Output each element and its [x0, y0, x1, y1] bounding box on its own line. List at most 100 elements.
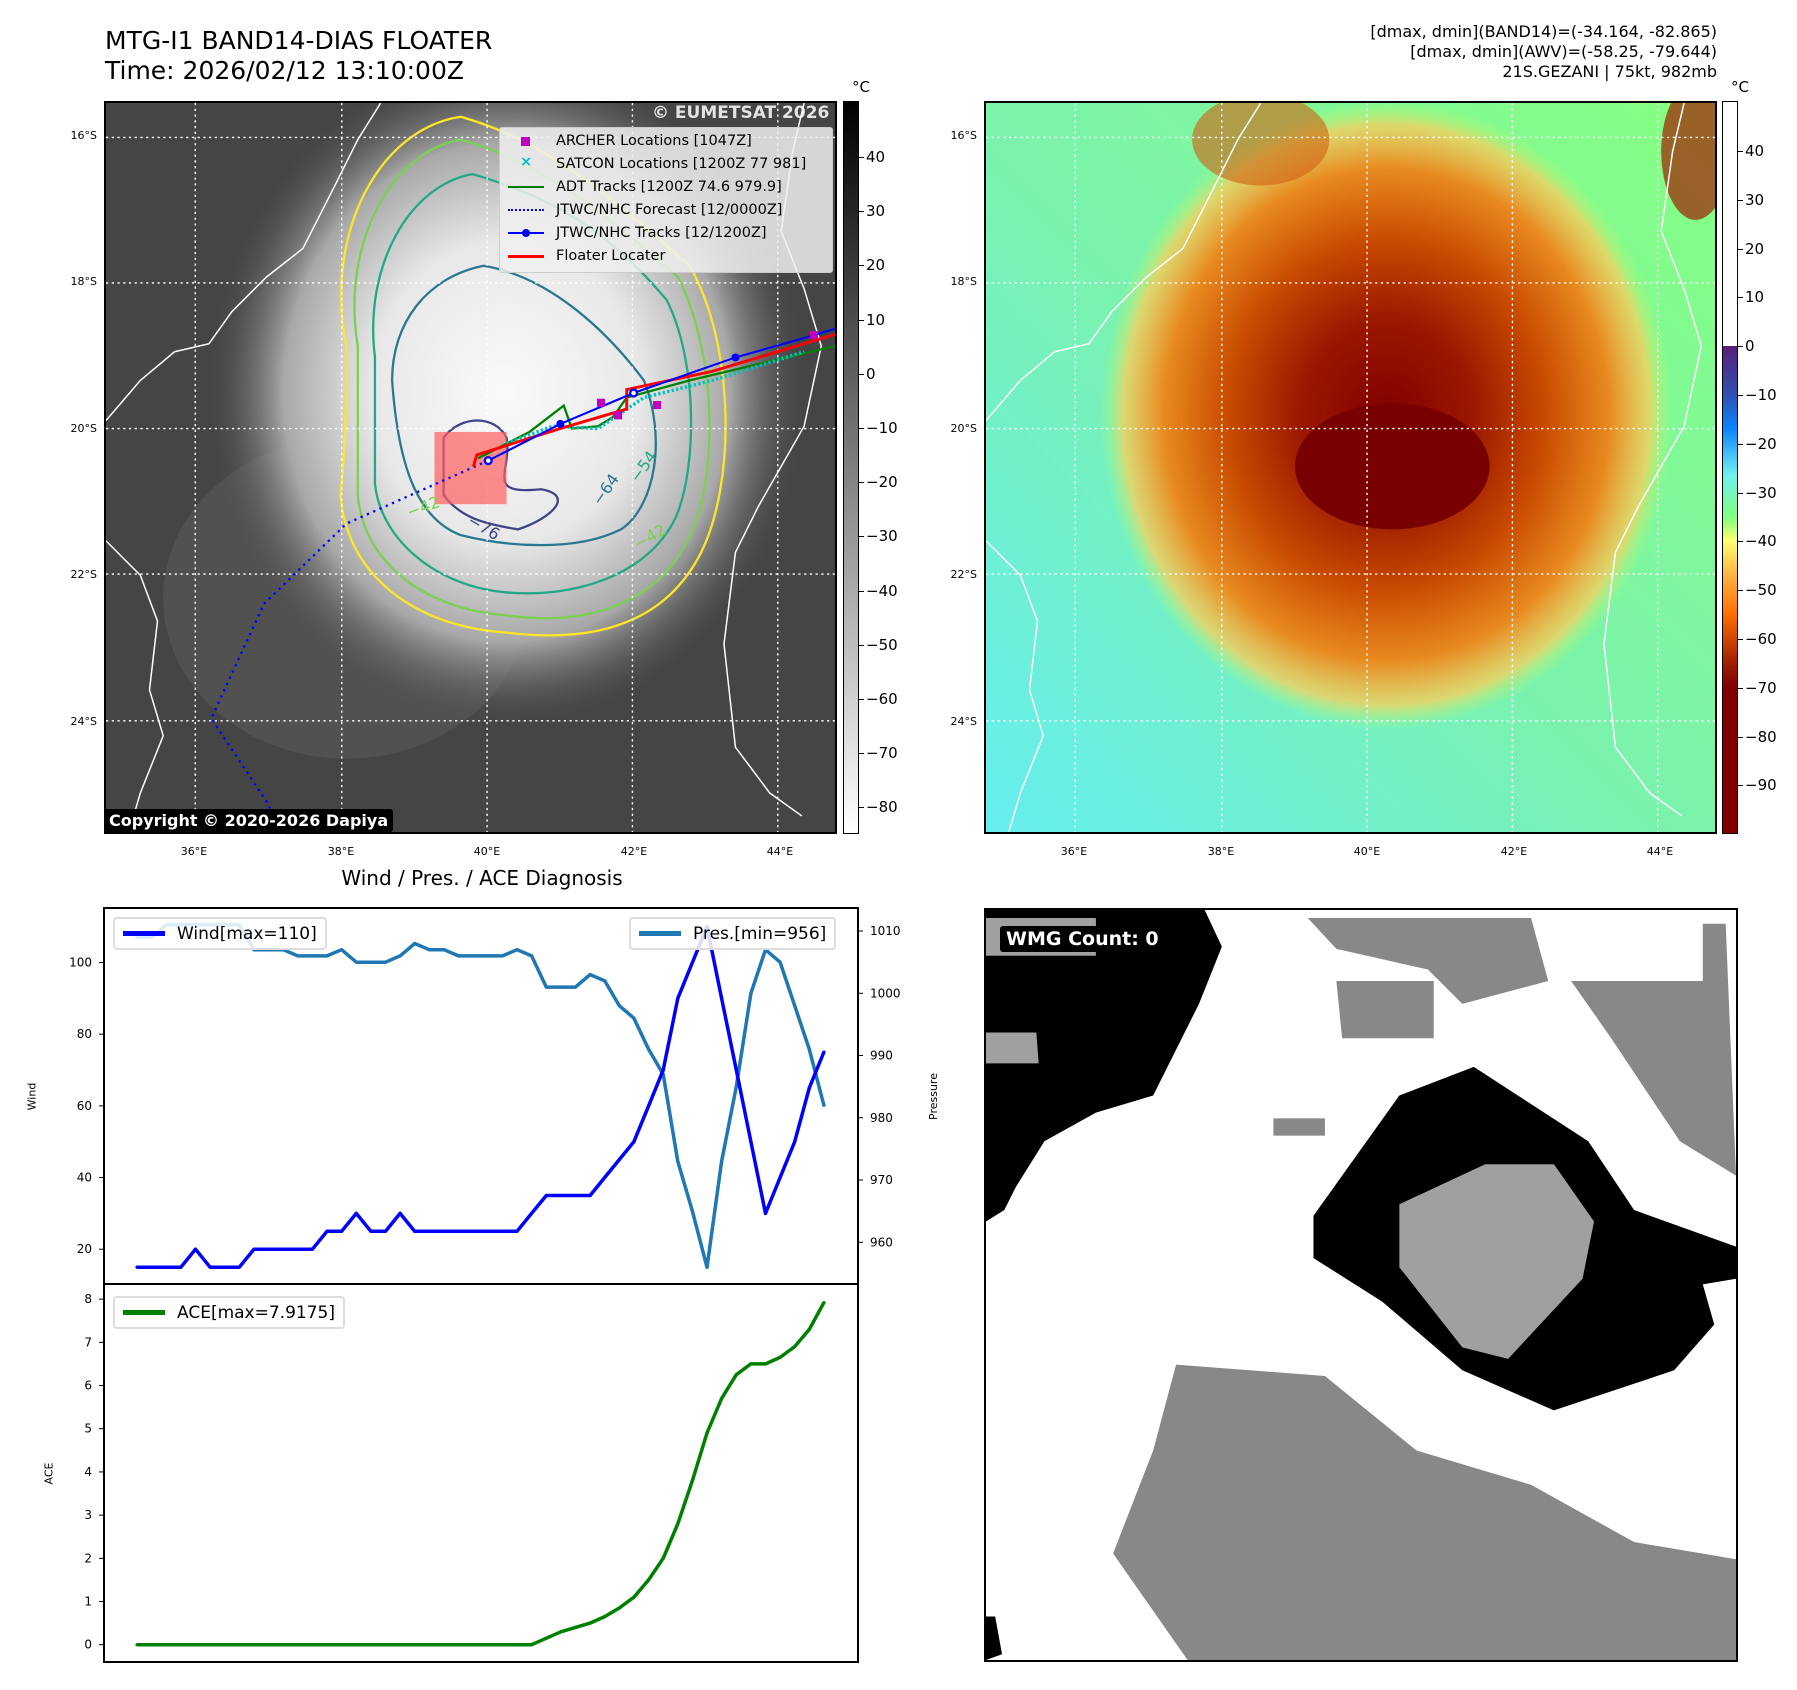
ace-point	[164, 1643, 168, 1647]
contour-yellow	[339, 115, 727, 637]
ace-point	[456, 1643, 461, 1647]
legend-forecast: JTWC/NHC Forecast [12/0000Z]	[508, 199, 782, 221]
colorbar-tick	[1738, 687, 1743, 689]
wind-point	[632, 1140, 636, 1144]
colorbar-tick	[859, 211, 864, 213]
wind-point	[778, 1175, 782, 1180]
storm-stats: [dmax, dmin](BAND14)=(-34.164, -82.865) …	[1370, 22, 1717, 82]
colorbar-tick	[859, 428, 864, 429]
lon-label: 42°E	[620, 845, 648, 858]
colorbar-tick	[859, 319, 864, 321]
pres-point	[676, 1159, 680, 1163]
contour-teal	[390, 264, 657, 547]
lat-label: 18°S	[70, 275, 97, 288]
legend-adt: ADT Tracks [1200Z 74.6 979.9]	[508, 176, 782, 198]
colorbar-tick-label: −70	[866, 744, 898, 763]
ace-point	[383, 1643, 388, 1647]
ace-point	[310, 1643, 315, 1647]
stats-awv: [dmax, dmin](AWV)=(-58.25, -79.644)	[1410, 42, 1717, 61]
pres-point	[720, 1159, 724, 1163]
legend-jtwc-tracks: JTWC/NHC Tracks [12/1200Z]	[508, 222, 767, 244]
ace-point	[223, 1643, 227, 1647]
chart-title: Wind / Pres. / ACE Diagnosis	[341, 866, 623, 890]
ace-point	[646, 1578, 651, 1582]
colorbar-tick-label: 30	[1745, 190, 1765, 209]
colorbar-tick	[859, 699, 864, 700]
colorbar-tick-label: −80	[1745, 727, 1777, 746]
colorbar-tick-label: −20	[866, 473, 898, 492]
ace-point	[193, 1643, 198, 1647]
wind-point	[573, 1193, 578, 1198]
wind-point	[383, 1229, 388, 1233]
y-tick-label: 8	[84, 1292, 92, 1306]
ace-point	[354, 1643, 358, 1647]
colorbar-tick	[1738, 395, 1743, 396]
copyright-label: Copyright © 2020-2026 Dapiya	[104, 809, 394, 832]
ace-point	[573, 1625, 578, 1630]
ace-panel	[103, 1283, 859, 1663]
colorbar-tick-label: −10	[1745, 386, 1777, 404]
colorbar-unit: °C	[1731, 78, 1749, 96]
pressure-axis-label: Pressure	[926, 1073, 940, 1120]
line-dot-icon	[508, 225, 544, 241]
ace-point	[486, 1643, 490, 1647]
colorbar-tick-label: 40	[1745, 142, 1765, 160]
wind-point	[164, 1265, 168, 1269]
colorbar-tick-label: 30	[866, 202, 886, 221]
satcon-x-icon: ×	[520, 154, 533, 170]
ace-point	[413, 1643, 417, 1647]
wind-point	[193, 1247, 198, 1251]
stats-storm: 21S.GEZANI | 75kt, 982mb	[1502, 62, 1717, 81]
colorbar-tick-label: −70	[1745, 678, 1777, 697]
wind-point	[237, 1265, 241, 1269]
ace-point	[296, 1643, 300, 1647]
wind-point	[296, 1247, 300, 1251]
wind-point	[442, 1229, 446, 1233]
wind-point	[734, 1068, 738, 1072]
y-tick-label: 7	[84, 1335, 92, 1349]
ace-point	[632, 1595, 636, 1599]
pres-point	[573, 985, 578, 989]
adt-track	[477, 344, 835, 460]
lon-label: 40°E	[1353, 845, 1381, 858]
lat-label: 20°S	[950, 422, 977, 435]
ace-point	[252, 1643, 256, 1647]
ace-point	[705, 1431, 709, 1435]
y2-tick-label: 1000	[870, 986, 901, 1000]
wind-point	[793, 1140, 797, 1144]
jtwc-track-points	[483, 353, 740, 466]
legend-label: SATCON Locations [1200Z 77 981]	[556, 156, 807, 172]
wind-point	[398, 1211, 402, 1215]
wmg-gray-region	[1571, 923, 1736, 1176]
enhanced-ir-map	[984, 101, 1717, 834]
ace-point	[559, 1630, 563, 1634]
wind-point	[749, 1140, 753, 1144]
pres-point	[588, 973, 592, 977]
wind-point	[354, 1211, 358, 1215]
pres-point	[778, 960, 782, 964]
colorbar-tick-label: 10	[866, 310, 886, 329]
ace-point	[281, 1643, 285, 1647]
ace-point	[676, 1522, 680, 1526]
colorbar-tick-label: −40	[1745, 532, 1777, 551]
y-tick-label: 60	[77, 1099, 92, 1113]
ace-legend: ACE[max=7.9175]	[113, 1296, 345, 1329]
pres-point	[544, 985, 548, 989]
colorbar-tick-label: 0	[866, 364, 876, 383]
wind-point	[763, 1211, 768, 1215]
y-tick-label: 100	[69, 955, 92, 969]
wind-point	[369, 1229, 373, 1233]
colorbar-tick	[1738, 346, 1743, 348]
legend-label: Pres.[min=956]	[693, 923, 827, 944]
wmg-gray-region	[1307, 918, 1549, 1004]
colorbar-tick-label: −40	[866, 581, 898, 600]
y-tick-label: 1	[84, 1595, 92, 1609]
pres-point	[456, 954, 461, 958]
wind-point	[500, 1229, 505, 1233]
colorbar-tick-label: −50	[866, 635, 898, 654]
pres-point	[690, 1209, 695, 1213]
wmg-gray-region	[1273, 1118, 1325, 1136]
legend-label: ARCHER Locations [1047Z]	[556, 133, 752, 149]
diagnosis-chart: 20 40 60 80 100 960 970 980 990 1000 1010 0 1 2 3 4 5 6 7 8	[69, 907, 901, 1663]
wind-point	[588, 1193, 592, 1198]
